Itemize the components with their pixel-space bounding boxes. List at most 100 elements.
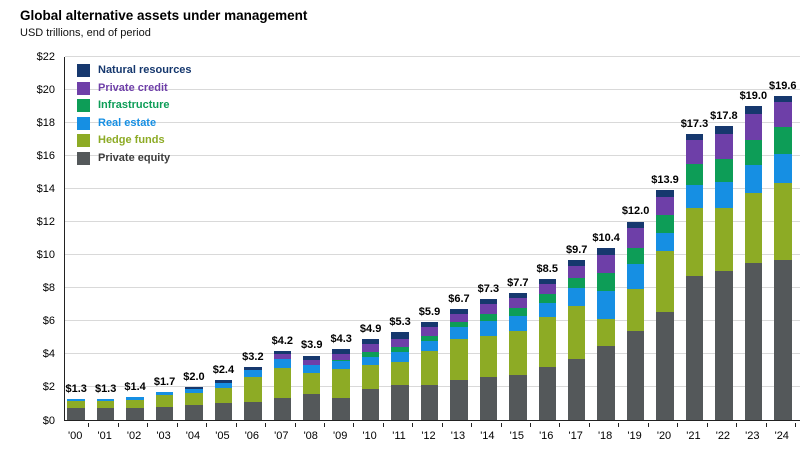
gridline: [65, 88, 800, 90]
bar-segment-hedge-funds: [626, 289, 645, 331]
bar-segment-natural-resources: [302, 355, 321, 360]
bar-segment-hedge-funds: [391, 362, 409, 386]
plot-area: Natural resources Private credit Infrastru…: [64, 55, 800, 421]
bar: [509, 292, 527, 420]
bar-total-label: $7.7: [507, 276, 529, 289]
gridline: [65, 187, 800, 189]
x-tick-label: '07: [274, 429, 289, 442]
x-tick-label: '01: [97, 429, 112, 442]
x-tick-mark: [176, 422, 178, 427]
bar-segment-real-estate: [185, 388, 203, 393]
bar-segment-private-credit: [361, 343, 380, 353]
bar-segment-real-estate: [332, 361, 350, 369]
x-tick-mark: [323, 422, 325, 427]
bar-segment-private-equity: [214, 402, 233, 420]
bar-total-label: $1.3: [94, 382, 117, 395]
y-tick-label: $18: [36, 116, 55, 129]
bar-segment-hedge-funds: [479, 335, 498, 377]
bar: [67, 398, 85, 420]
bar-segment-hedge-funds: [450, 338, 468, 381]
x-tick-mark: [795, 422, 796, 427]
x-tick-label: '13: [450, 429, 466, 442]
bar-segment-private-equity: [361, 388, 380, 420]
bar-total-label: $8.5: [536, 263, 558, 276]
bar-segment-private-credit: [626, 228, 645, 248]
legend-swatch-private-equity: [77, 151, 90, 165]
x-tick-label: '21: [686, 429, 701, 442]
bar-segment-real-estate: [685, 185, 704, 209]
y-tick-label: $8: [42, 282, 55, 295]
bar-segment-real-estate: [155, 391, 174, 396]
bar-segment-private-equity: [685, 276, 704, 420]
bar: [479, 299, 498, 420]
bar: [214, 380, 233, 420]
bar-segment-private-equity: [744, 262, 763, 420]
x-tick-mark: [353, 422, 355, 427]
bar-segment-natural-resources: [361, 338, 380, 344]
bar-segment-private-equity: [155, 406, 174, 420]
bar-segment-hedge-funds: [656, 251, 674, 313]
bar-segment-private-credit: [715, 133, 733, 159]
bar-segment-natural-resources: [597, 247, 615, 255]
gridline: [65, 254, 800, 256]
bar-segment-hedge-funds: [67, 400, 85, 409]
bar-segment-real-estate: [656, 233, 674, 252]
bar-segment-real-estate: [626, 264, 645, 290]
bar-segment-infrastructure: [715, 158, 733, 182]
bar-segment-natural-resources: [450, 309, 468, 315]
bar-segment-hedge-funds: [567, 305, 586, 359]
y-tick-label: $4: [42, 348, 55, 361]
bar-total-label: $17.8: [710, 109, 738, 122]
bar-segment-real-estate: [509, 315, 527, 331]
bar-segment-private-credit: [567, 266, 586, 278]
y-tick-label: $2: [42, 381, 55, 394]
bar-segment-natural-resources: [567, 259, 586, 267]
x-tick-label: '17: [568, 429, 583, 442]
bar-segment-private-equity: [332, 397, 350, 420]
bar-segment-hedge-funds: [302, 372, 321, 395]
x-tick-label: '06: [244, 429, 260, 442]
x-tick-mark: [117, 422, 119, 427]
bar-segment-infrastructure: [479, 314, 498, 321]
bar-segment-hedge-funds: [332, 368, 350, 398]
y-tick-label: $16: [36, 149, 55, 162]
bar-segment-private-credit: [332, 353, 350, 360]
y-tick-label: $20: [36, 83, 55, 96]
x-tick-label: '05: [215, 429, 230, 442]
legend-swatch-real-estate: [77, 116, 90, 130]
bar-segment-natural-resources: [214, 380, 233, 383]
bar-segment-private-credit: [273, 353, 292, 359]
bar-segment-private-credit: [302, 359, 321, 365]
bar-segment-real-estate: [715, 181, 733, 209]
bar-segment-natural-resources: [273, 350, 292, 354]
x-tick-label: '08: [303, 429, 318, 442]
x-tick-label: '00: [68, 429, 83, 442]
bar-segment-private-credit: [656, 196, 674, 215]
bar-segment-private-equity: [509, 375, 527, 420]
bar: [420, 322, 439, 420]
bar-segment-real-estate: [67, 398, 85, 401]
bar-segment-private-equity: [597, 345, 615, 420]
x-tick-mark: [677, 422, 679, 427]
bar-total-label: $17.3: [680, 117, 709, 130]
x-tick-label: '12: [421, 429, 436, 442]
x-tick-label: '20: [656, 429, 672, 442]
x-tick-mark: [441, 422, 443, 427]
legend-item-infrastructure: Infrastructure: [77, 97, 192, 115]
bar: [685, 133, 704, 420]
legend-label-natural-resources: Natural resources: [98, 64, 192, 77]
bar-segment-private-credit: [450, 314, 468, 323]
bar-total-label: $5.3: [389, 316, 411, 329]
x-tick-mark: [235, 422, 237, 427]
bar-segment-hedge-funds: [96, 400, 115, 409]
bar-segment-private-credit: [597, 254, 615, 273]
legend-item-real-estate: Real estate: [77, 115, 192, 133]
x-axis: '00 '01 '02 '03 '04 '05 '06 '07 '08 '09 '10 '11 '12 '…: [64, 422, 800, 451]
bar-segment-private-equity: [420, 385, 439, 420]
bar-total-label: $7.3: [477, 283, 500, 296]
x-tick-mark: [647, 422, 649, 427]
bar-segment-hedge-funds: [538, 317, 556, 368]
bar: [450, 309, 468, 420]
bar-segment-real-estate: [302, 364, 321, 373]
